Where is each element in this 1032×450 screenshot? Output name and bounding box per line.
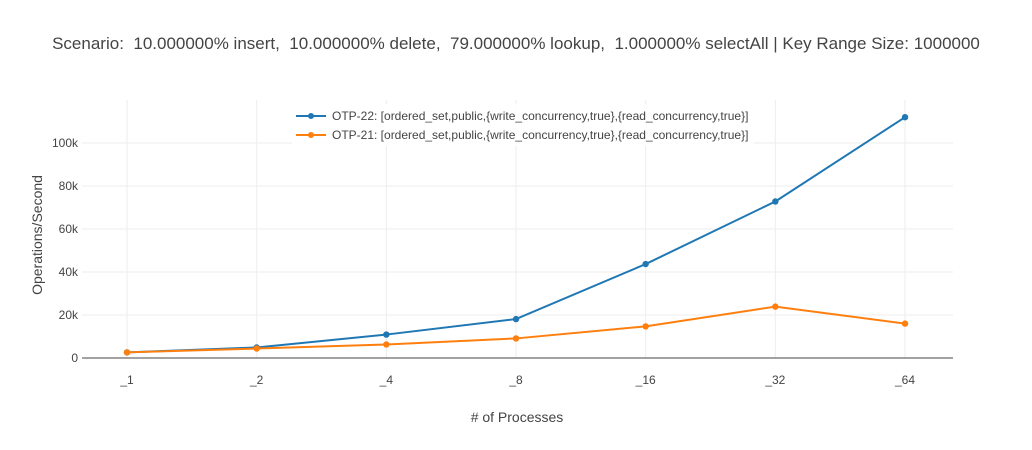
- y-tick-label: 60k: [59, 222, 79, 236]
- legend-label: OTP-21: [ordered_set,public,{write_concu…: [332, 127, 749, 142]
- data-point-marker[interactable]: [901, 320, 909, 327]
- series-lines: [123, 114, 909, 356]
- data-point-marker[interactable]: [642, 260, 649, 268]
- data-point-marker[interactable]: [901, 114, 909, 121]
- data-point-marker[interactable]: [772, 198, 779, 205]
- x-tick-label: _32: [764, 373, 785, 387]
- legend-item-otp22[interactable]: OTP-22: [ordered_set,public,{write_concu…: [296, 106, 748, 125]
- data-point-marker[interactable]: [383, 341, 390, 348]
- x-tick-label: _4: [379, 373, 394, 387]
- y-tick-label: 80k: [59, 179, 79, 193]
- data-point-marker[interactable]: [512, 315, 520, 323]
- y-tick-label: 100k: [52, 136, 79, 150]
- x-tick-label: _8: [508, 373, 523, 387]
- x-tick-label: _1: [119, 373, 134, 387]
- data-point-marker[interactable]: [383, 331, 390, 338]
- data-point-marker[interactable]: [512, 335, 520, 342]
- line-marker-icon: [296, 129, 326, 141]
- horizontal-gridlines: [82, 142, 953, 316]
- data-point-marker[interactable]: [642, 323, 649, 330]
- y-tick-label: 40k: [59, 265, 79, 279]
- line-marker-icon: [296, 110, 326, 122]
- chart-title: Scenario: 10.000000% insert, 10.000000% …: [52, 34, 980, 53]
- series-1: [123, 303, 909, 356]
- x-tick-label: _16: [635, 373, 656, 387]
- data-point-marker[interactable]: [253, 345, 260, 352]
- legend-item-otp21[interactable]: OTP-21: [ordered_set,public,{write_concu…: [296, 125, 748, 144]
- data-point-marker[interactable]: [772, 303, 779, 310]
- legend-label: OTP-22: [ordered_set,public,{write_concu…: [332, 108, 749, 123]
- data-point-marker[interactable]: [123, 349, 131, 356]
- x-axis-title: # of Processes: [471, 409, 564, 425]
- y-axis-ticks: 0 20k 40k 60k 80k 100k: [52, 136, 79, 365]
- y-tick-label: 20k: [59, 308, 79, 322]
- x-axis-ticks: _1 _2 _4 _8 _16 _32 _64: [119, 373, 915, 387]
- x-tick-label: _2: [249, 373, 264, 387]
- x-tick-label: _64: [894, 373, 915, 387]
- legend: OTP-22: [ordered_set,public,{write_concu…: [292, 104, 755, 146]
- y-axis-title: Operations/Second: [29, 175, 45, 295]
- y-tick-label: 0: [71, 351, 78, 365]
